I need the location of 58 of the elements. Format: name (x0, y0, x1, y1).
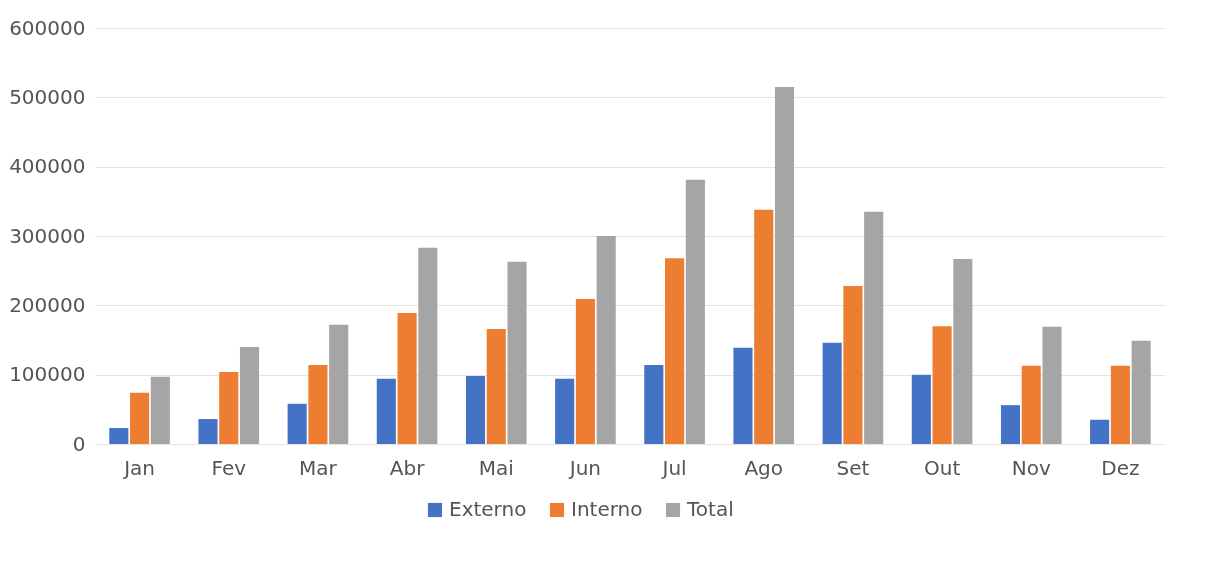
bar (376, 378, 396, 444)
bar (287, 403, 307, 444)
bar (733, 347, 753, 444)
bar (418, 247, 438, 444)
bar (754, 209, 774, 444)
legend-label: Externo (449, 497, 527, 521)
bar (507, 261, 527, 444)
y-tick-label: 200000 (9, 292, 86, 317)
x-tick-label: Jul (660, 455, 687, 480)
x-tick-label: Dez (1101, 455, 1140, 480)
bar (465, 376, 486, 444)
x-tick-label: Mar (299, 455, 338, 480)
x-tick-label: Mai (478, 455, 514, 480)
legend-label: Interno (571, 497, 643, 521)
y-tick-label: 0 (72, 431, 86, 456)
bar (109, 428, 129, 444)
bar (486, 328, 506, 444)
y-tick-label: 400000 (9, 154, 86, 179)
bar (555, 378, 575, 444)
x-tick-label: Fev (211, 455, 247, 480)
bar (329, 324, 349, 444)
bar (644, 364, 664, 444)
bar (397, 312, 417, 444)
bar (864, 211, 884, 444)
x-tick-label: Jun (567, 455, 602, 480)
y-tick-label: 300000 (9, 223, 86, 248)
x-tick-label: Set (836, 455, 870, 480)
y-tick-label: 500000 (9, 84, 86, 109)
bar (1090, 419, 1110, 444)
bar (596, 236, 616, 444)
bar (130, 392, 150, 444)
bar (932, 326, 952, 444)
bar (685, 179, 705, 444)
bar (774, 86, 795, 444)
bar (239, 346, 260, 444)
bar (665, 258, 685, 444)
x-tick-label: Nov (1011, 455, 1051, 480)
bar (150, 376, 170, 444)
bar (198, 419, 218, 444)
x-tick-label: Jan (122, 455, 156, 480)
bar (1110, 365, 1130, 444)
x-tick-label: Abr (389, 455, 426, 480)
y-tick-label: 100000 (9, 362, 86, 387)
bar (822, 342, 842, 444)
bar (843, 285, 863, 444)
bar (308, 364, 328, 444)
x-tick-label: Ago (744, 455, 784, 480)
bar (1042, 326, 1062, 444)
bar (1131, 340, 1151, 444)
bar (1021, 365, 1041, 444)
bar (953, 258, 973, 444)
bar (911, 374, 931, 444)
x-tick-label: Out (923, 455, 961, 480)
y-tick-label: 600000 (9, 15, 86, 40)
bar (219, 371, 239, 444)
bar (1000, 405, 1021, 444)
bar (575, 299, 595, 444)
legend-label: Total (686, 497, 734, 521)
